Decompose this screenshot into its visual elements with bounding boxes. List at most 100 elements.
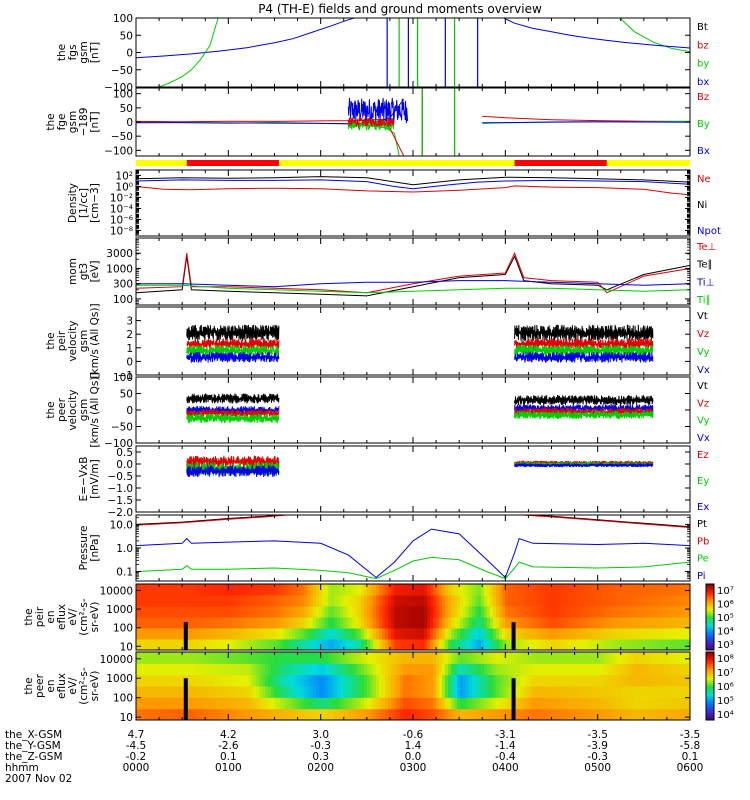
legend-entry: Te∥ xyxy=(696,260,713,271)
spectrogram-cell xyxy=(181,584,185,596)
spectrogram-cell xyxy=(205,639,209,650)
spectrogram-cell xyxy=(586,617,590,629)
spectrogram-cell xyxy=(355,595,359,607)
spectrogram-cell xyxy=(652,606,656,618)
spectrogram-cell xyxy=(511,584,515,596)
spectrogram-cell xyxy=(220,686,224,698)
spectrogram-cell xyxy=(181,606,185,618)
spectrogram-cell xyxy=(199,697,203,710)
legend-entry: Te⊥ xyxy=(696,242,716,253)
spectrogram-cell xyxy=(352,686,356,698)
spectrogram-cell xyxy=(526,708,530,720)
spectrogram-cell xyxy=(274,595,278,607)
spectrogram-cell xyxy=(193,606,197,618)
spectrogram-cell xyxy=(502,663,506,676)
spectrogram-cell xyxy=(184,584,188,596)
mode-bar-segment xyxy=(514,160,607,166)
spectrogram-cell xyxy=(283,639,287,650)
spectrogram-cell xyxy=(682,674,686,687)
y-tick-label: 10.0 xyxy=(110,519,133,531)
spectrogram-cell xyxy=(679,652,683,664)
spectrogram-cell xyxy=(175,663,179,676)
spectrogram-cell xyxy=(661,595,665,607)
spectrogram-cell xyxy=(139,708,143,720)
spectrogram-cell xyxy=(406,652,410,664)
spectrogram-cell xyxy=(466,663,470,676)
spectrogram-cell xyxy=(667,652,671,664)
spectrogram-cell xyxy=(418,595,422,607)
y-tick-label: 50 xyxy=(120,389,133,401)
spectrogram-cell xyxy=(688,697,690,710)
spectrogram-cell xyxy=(649,617,653,629)
spectrogram-cell xyxy=(553,639,557,650)
spectrogram-cell xyxy=(175,708,179,720)
spectrogram-cell xyxy=(325,617,329,629)
spectrogram-cell xyxy=(634,686,638,698)
spectrogram-cell xyxy=(352,639,356,650)
spectrogram-cell xyxy=(250,652,254,664)
spectrogram-cell xyxy=(676,652,680,664)
spectrogram-cell xyxy=(355,708,359,720)
spectrogram-cell xyxy=(283,595,287,607)
spectrogram-cell xyxy=(394,606,398,618)
spectrogram-cell xyxy=(334,652,338,664)
spectrogram-cell xyxy=(337,708,341,720)
spectrogram-cell xyxy=(190,652,194,664)
spectrogram-cell xyxy=(277,674,281,687)
spectrogram-cell xyxy=(196,663,200,676)
spectrogram-cell xyxy=(607,697,611,710)
panel-plot-area xyxy=(136,652,690,720)
spectrogram-cell xyxy=(673,584,677,596)
colorbar-cell xyxy=(706,584,714,587)
spectrogram-cell xyxy=(667,628,671,640)
spectrogram-cell xyxy=(448,617,452,629)
spectrogram-cell xyxy=(238,617,242,629)
spectrogram-cell xyxy=(574,708,578,720)
spectrogram-cell xyxy=(505,663,509,676)
series-line xyxy=(136,179,690,190)
spectrogram-cell xyxy=(373,628,377,640)
spectrogram-cell xyxy=(412,663,416,676)
spectrogram-cell xyxy=(367,606,371,618)
y-label-line: the xyxy=(45,332,57,349)
spectrogram-cell xyxy=(670,686,674,698)
spectrogram-cell xyxy=(331,652,335,664)
spectrogram-cell xyxy=(241,708,245,720)
velocity-band xyxy=(514,410,654,419)
spectrogram-cell xyxy=(553,606,557,618)
spectrogram-cell xyxy=(406,595,410,607)
series-line xyxy=(482,115,690,122)
spectrogram-cell xyxy=(349,617,353,629)
spectrogram-cell xyxy=(646,663,650,676)
spectrogram-cell xyxy=(655,639,659,650)
spectrogram-cell xyxy=(415,686,419,698)
spectrogram-cell xyxy=(295,663,299,676)
y-axis-label: the peir en eflux eV/(cm²-s-sr-eV) xyxy=(23,598,101,636)
y-tick-label: −50 xyxy=(111,65,133,77)
spectrogram-cell xyxy=(202,697,206,710)
spectrogram-cell xyxy=(181,652,185,664)
spectrogram-cell xyxy=(529,584,533,596)
spectrogram-cell xyxy=(304,652,308,664)
spectrogram-cell xyxy=(589,686,593,698)
spectrogram-cell xyxy=(340,628,344,640)
spectrogram-cell xyxy=(682,708,686,720)
spectrogram-cell xyxy=(595,617,599,629)
spectrogram-cell xyxy=(637,595,641,607)
spectrogram-cell xyxy=(445,617,449,629)
spectrogram-cell xyxy=(676,595,680,607)
ephemeris-value: -0.6 xyxy=(403,729,424,741)
spectrogram-cell xyxy=(376,639,380,650)
spectrogram-cell xyxy=(613,674,617,687)
spectrogram-cell xyxy=(592,606,596,618)
spectrogram-cell xyxy=(466,686,470,698)
colorbar-cell xyxy=(706,638,714,641)
colorbar-cell xyxy=(706,658,714,661)
spectrogram-cell xyxy=(469,617,473,629)
spectrogram-cell xyxy=(388,639,392,650)
spectrogram-cell xyxy=(337,652,341,664)
spectrogram-cell xyxy=(604,708,608,720)
velocity-band xyxy=(186,465,280,478)
spectrogram-cell xyxy=(439,595,443,607)
